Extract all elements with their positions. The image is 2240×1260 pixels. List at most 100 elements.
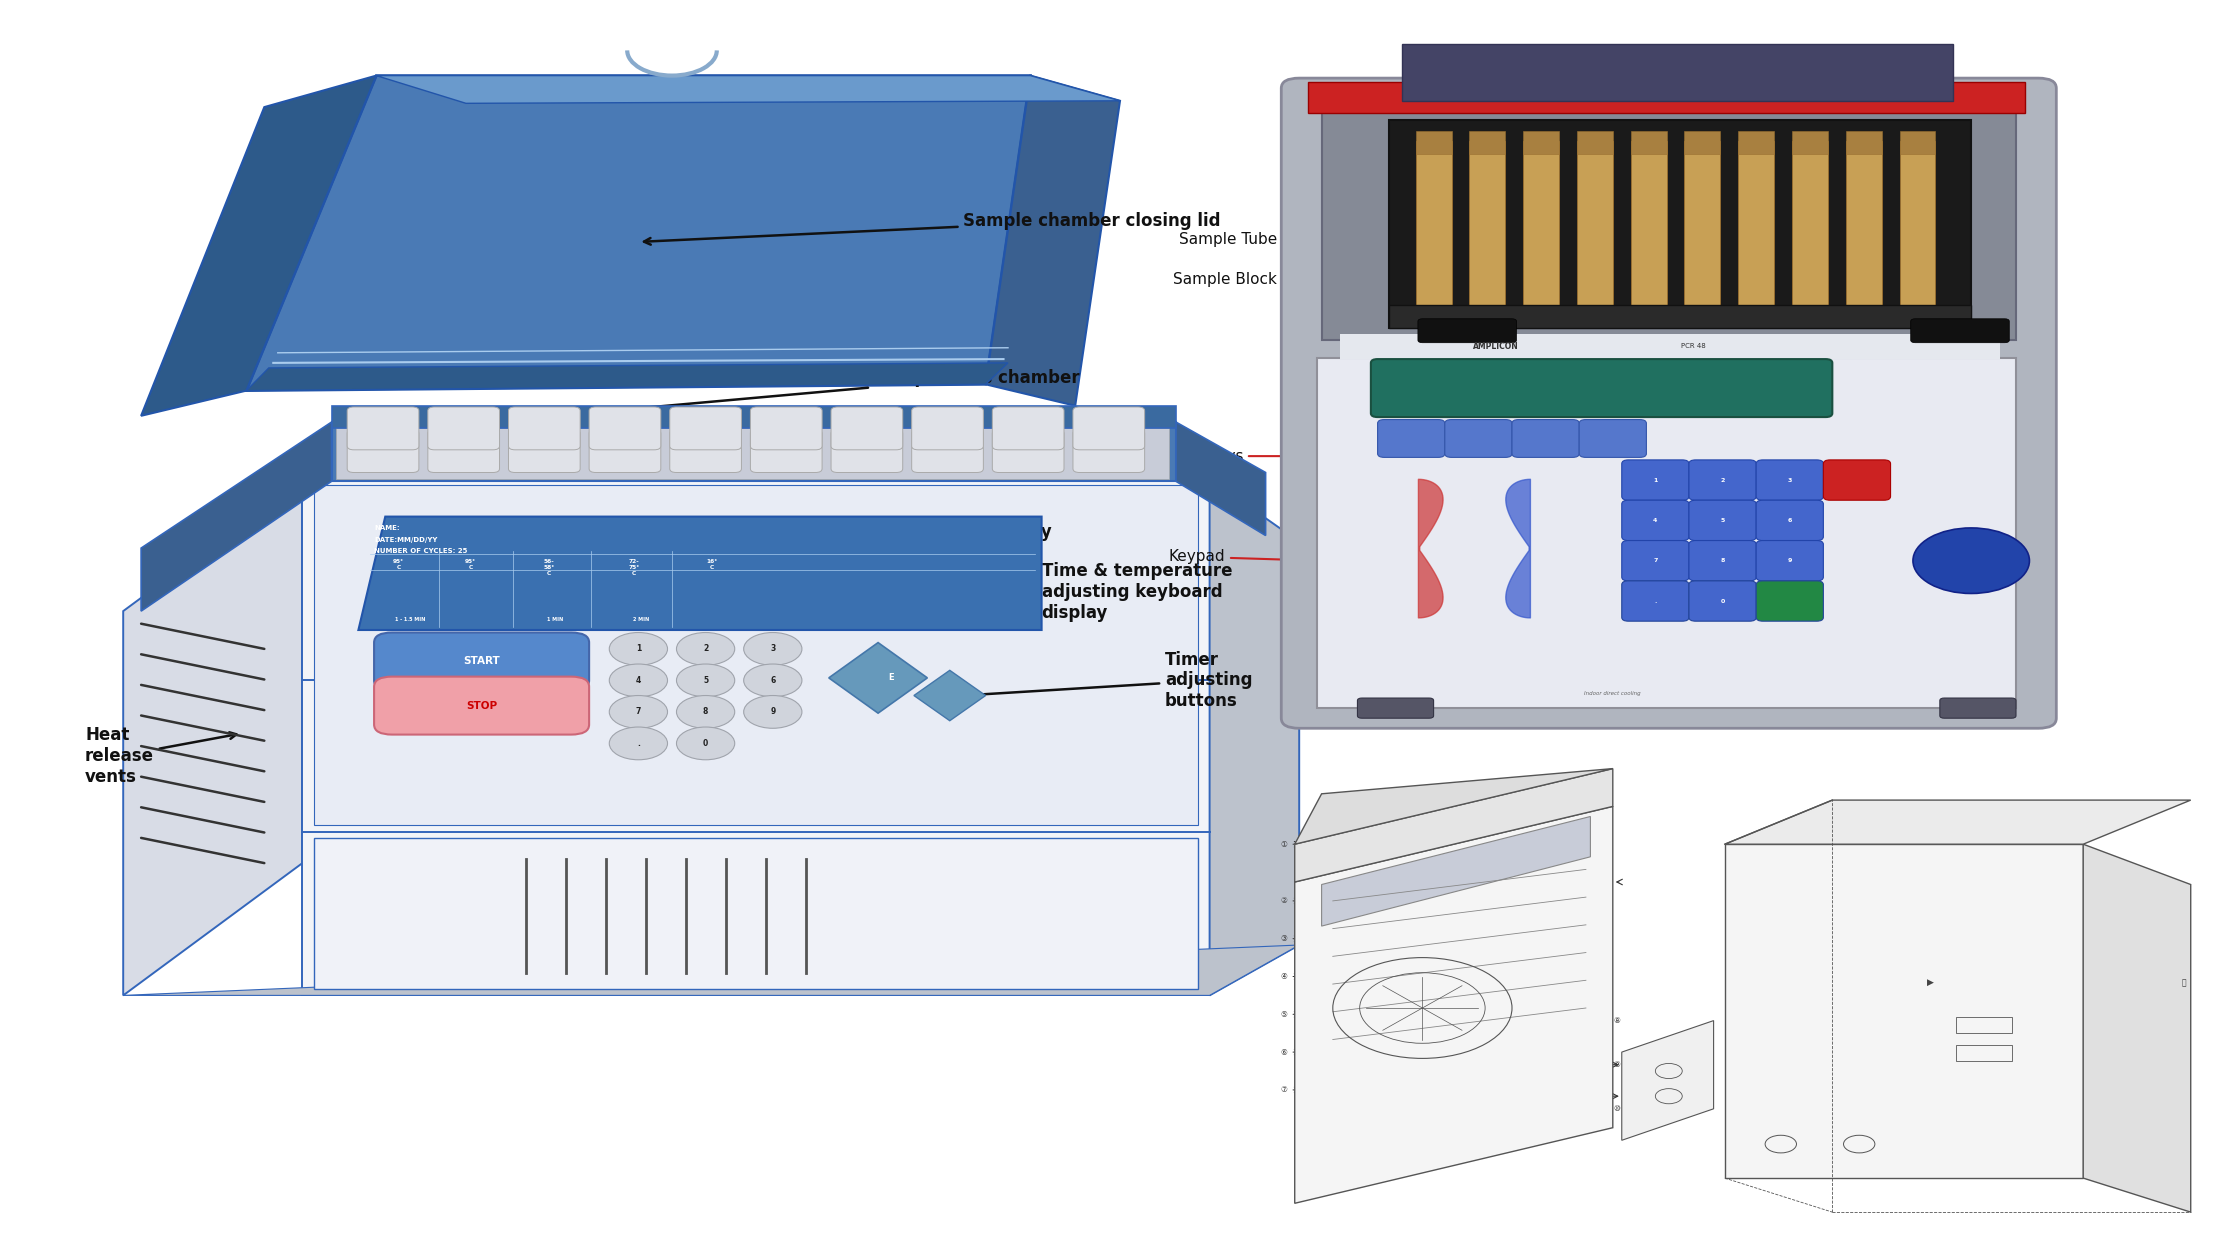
Text: Indoor direct cooling: Indoor direct cooling <box>1584 690 1642 696</box>
Polygon shape <box>1725 800 2191 844</box>
Bar <box>1738 141 1774 318</box>
FancyBboxPatch shape <box>1689 581 1756 621</box>
Bar <box>1469 131 1505 154</box>
Circle shape <box>1913 528 2029 593</box>
FancyBboxPatch shape <box>1622 500 1689 541</box>
FancyBboxPatch shape <box>1689 460 1756 500</box>
Text: 2 MIN: 2 MIN <box>632 617 650 622</box>
Text: ⑩: ⑩ <box>1613 1104 1622 1114</box>
Bar <box>1340 334 2000 359</box>
Polygon shape <box>1317 358 2016 708</box>
FancyBboxPatch shape <box>508 407 580 450</box>
Text: START: START <box>464 656 500 667</box>
Text: Sample Block: Sample Block <box>1174 272 1440 292</box>
Circle shape <box>744 664 802 697</box>
Text: Sample vials chamber: Sample vials chamber <box>587 369 1080 416</box>
FancyBboxPatch shape <box>912 407 983 450</box>
Polygon shape <box>1402 44 1953 101</box>
FancyBboxPatch shape <box>589 430 661 472</box>
Polygon shape <box>141 76 376 416</box>
Bar <box>1792 131 1828 154</box>
FancyBboxPatch shape <box>1756 541 1823 581</box>
Text: Time & temperature
adjusting keyboard
display: Time & temperature adjusting keyboard di… <box>856 562 1232 622</box>
FancyBboxPatch shape <box>670 407 741 450</box>
Bar <box>1846 141 1882 318</box>
Text: 2: 2 <box>703 644 708 654</box>
Circle shape <box>744 633 802 665</box>
Circle shape <box>609 696 668 728</box>
Polygon shape <box>1210 479 1299 995</box>
FancyBboxPatch shape <box>1579 420 1646 457</box>
Text: 6: 6 <box>1788 518 1792 523</box>
Text: ②: ② <box>1279 896 1288 906</box>
Polygon shape <box>1322 816 1590 926</box>
Text: 95°
C: 95° C <box>394 559 403 571</box>
Polygon shape <box>314 838 1198 989</box>
Polygon shape <box>1308 82 2025 113</box>
FancyBboxPatch shape <box>1622 460 1689 500</box>
Text: ⑥: ⑥ <box>1279 1047 1288 1057</box>
Text: Function Keys: Function Keys <box>1138 449 1447 464</box>
Text: 5: 5 <box>703 675 708 685</box>
Text: 5: 5 <box>1720 518 1725 523</box>
FancyBboxPatch shape <box>1622 581 1689 621</box>
Bar <box>1577 141 1613 318</box>
Text: ⑨: ⑨ <box>1613 1060 1622 1070</box>
Text: Sample chamber closing lid: Sample chamber closing lid <box>643 212 1221 244</box>
Text: ⑧: ⑧ <box>1613 1016 1622 1026</box>
Text: 7: 7 <box>636 707 641 717</box>
Circle shape <box>609 633 668 665</box>
Text: Sample Tube: Sample Tube <box>1178 232 1440 247</box>
Circle shape <box>676 696 735 728</box>
Polygon shape <box>332 406 1176 428</box>
Polygon shape <box>1389 120 1971 328</box>
Bar <box>1416 141 1452 318</box>
Text: Digital display: Digital display <box>694 523 1053 557</box>
Circle shape <box>676 727 735 760</box>
Circle shape <box>609 664 668 697</box>
Text: 4: 4 <box>636 675 641 685</box>
Polygon shape <box>141 422 332 611</box>
Polygon shape <box>358 517 1042 630</box>
Text: PCR 48: PCR 48 <box>1680 344 1707 349</box>
FancyBboxPatch shape <box>1823 460 1891 500</box>
FancyBboxPatch shape <box>992 407 1064 450</box>
Text: ①: ① <box>1279 839 1288 849</box>
Text: Keypad: Keypad <box>1169 549 1440 567</box>
Text: 72-
75°
C: 72- 75° C <box>627 559 641 576</box>
Text: 7: 7 <box>1653 558 1658 563</box>
Polygon shape <box>1176 422 1266 536</box>
Polygon shape <box>1295 806 1613 1203</box>
Polygon shape <box>1622 1021 1714 1140</box>
Polygon shape <box>123 479 302 995</box>
Text: 6: 6 <box>771 675 775 685</box>
Text: 1: 1 <box>636 644 641 654</box>
FancyBboxPatch shape <box>1281 78 2056 728</box>
FancyBboxPatch shape <box>1073 430 1145 472</box>
Text: Timer
adjusting
buttons: Timer adjusting buttons <box>968 650 1252 711</box>
Polygon shape <box>1295 769 1613 844</box>
Bar <box>1523 131 1559 154</box>
Bar <box>1469 141 1505 318</box>
Polygon shape <box>1725 844 2083 1178</box>
Text: 2: 2 <box>1720 478 1725 483</box>
Text: 56-
58°
C: 56- 58° C <box>542 559 556 576</box>
Text: 9: 9 <box>1788 558 1792 563</box>
Polygon shape <box>302 479 1210 995</box>
Text: STOP: STOP <box>466 701 497 711</box>
FancyBboxPatch shape <box>831 407 903 450</box>
FancyBboxPatch shape <box>1512 420 1579 457</box>
FancyBboxPatch shape <box>1756 460 1823 500</box>
FancyBboxPatch shape <box>1940 698 2016 718</box>
Polygon shape <box>332 422 1176 481</box>
FancyBboxPatch shape <box>1357 698 1434 718</box>
FancyBboxPatch shape <box>1371 359 1832 417</box>
Text: 0: 0 <box>703 738 708 748</box>
Circle shape <box>676 633 735 665</box>
FancyBboxPatch shape <box>1418 319 1516 343</box>
FancyBboxPatch shape <box>992 430 1064 472</box>
FancyBboxPatch shape <box>1073 407 1145 450</box>
Text: 8: 8 <box>703 707 708 717</box>
Text: AMPLICON: AMPLICON <box>1474 341 1519 352</box>
FancyBboxPatch shape <box>1756 500 1823 541</box>
